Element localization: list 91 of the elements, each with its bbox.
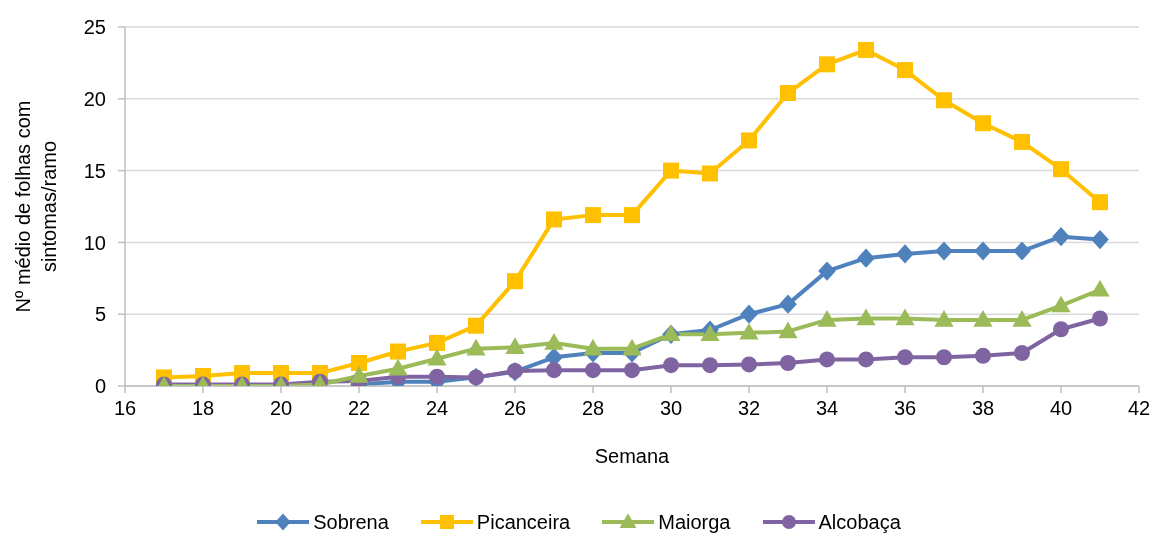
point: [390, 343, 406, 360]
point: [858, 41, 874, 58]
point: [739, 322, 759, 340]
point: [780, 355, 796, 372]
x-tick-label: 20: [269, 397, 293, 420]
x-tick-label: 32: [737, 397, 761, 420]
point: [351, 355, 367, 372]
x-tick-label: 42: [1127, 397, 1151, 420]
point: [624, 207, 640, 224]
point: [702, 357, 718, 374]
point: [975, 347, 991, 364]
point: [1053, 161, 1069, 178]
point: [936, 349, 952, 366]
point: [583, 338, 603, 356]
point: [974, 241, 992, 261]
x-tick-label: 18: [191, 397, 215, 420]
point: [546, 362, 562, 379]
point: [818, 261, 836, 281]
y-tick-label: 5: [94, 303, 106, 326]
x-tick-label: 34: [815, 397, 839, 420]
point: [429, 368, 445, 385]
point: [973, 310, 993, 327]
point: [388, 358, 408, 376]
point: [1052, 227, 1070, 247]
point: [1012, 310, 1032, 327]
point: [1092, 310, 1108, 327]
y-axis-title: Nº médio de folhas com sintomas/ramo: [12, 100, 60, 313]
point: [895, 308, 915, 326]
y-tick-label: 0: [94, 375, 106, 398]
x-axis-title: Semana: [594, 445, 671, 467]
point: [936, 92, 952, 109]
y-tick-label: 20: [83, 87, 106, 110]
point: [1013, 241, 1031, 261]
x-tick-label: 38: [971, 397, 995, 420]
point: [741, 356, 757, 373]
point: [546, 211, 562, 228]
x-tick-label: 22: [347, 397, 371, 420]
point: [466, 338, 486, 356]
x-tick-label: 26: [503, 397, 527, 420]
point: [897, 62, 913, 79]
point: [1014, 344, 1030, 361]
point: [1053, 321, 1069, 338]
y-tick-label: 25: [83, 16, 106, 39]
point: [624, 362, 640, 379]
x-tick-label: 36: [893, 397, 917, 420]
point: [1051, 295, 1071, 313]
point: [856, 308, 876, 326]
point: [819, 351, 835, 368]
point: [934, 310, 954, 327]
point: [544, 333, 564, 350]
point: [663, 357, 679, 374]
point: [468, 317, 484, 334]
point: [1092, 194, 1108, 211]
point: [585, 207, 601, 224]
x-tick-label: 16: [113, 397, 137, 420]
point: [1091, 229, 1109, 250]
point: [896, 244, 914, 264]
y-tick-label: 10: [83, 231, 106, 254]
point: [507, 273, 523, 290]
point: [858, 351, 874, 368]
point: [702, 165, 718, 182]
legend-label: Picanceira: [476, 510, 571, 534]
point: [935, 241, 953, 261]
point: [817, 310, 837, 327]
point: [505, 337, 525, 354]
legend-label: Alcobaça: [818, 510, 901, 534]
point: [429, 334, 445, 351]
point: [857, 248, 875, 268]
point: [779, 294, 797, 314]
point: [349, 366, 369, 383]
point: [1014, 133, 1030, 150]
x-tick-label: 40: [1049, 397, 1073, 420]
point: [740, 304, 758, 324]
point: [780, 85, 796, 102]
legend-label: Maiorga: [658, 510, 731, 534]
x-tick-label: 30: [659, 397, 683, 420]
legend-label: Sobrena: [313, 510, 389, 534]
y-tick-label: 15: [83, 159, 106, 182]
point: [819, 56, 835, 73]
point: [778, 321, 798, 339]
x-tick-label: 24: [425, 397, 449, 420]
point: [897, 349, 913, 366]
point: [975, 115, 991, 132]
x-tick-label: 28: [581, 397, 605, 420]
point: [1090, 279, 1110, 297]
point: [585, 362, 601, 379]
point: [622, 338, 642, 356]
point: [741, 132, 757, 149]
point: [663, 162, 679, 179]
point: [700, 324, 720, 342]
point: [427, 348, 447, 366]
